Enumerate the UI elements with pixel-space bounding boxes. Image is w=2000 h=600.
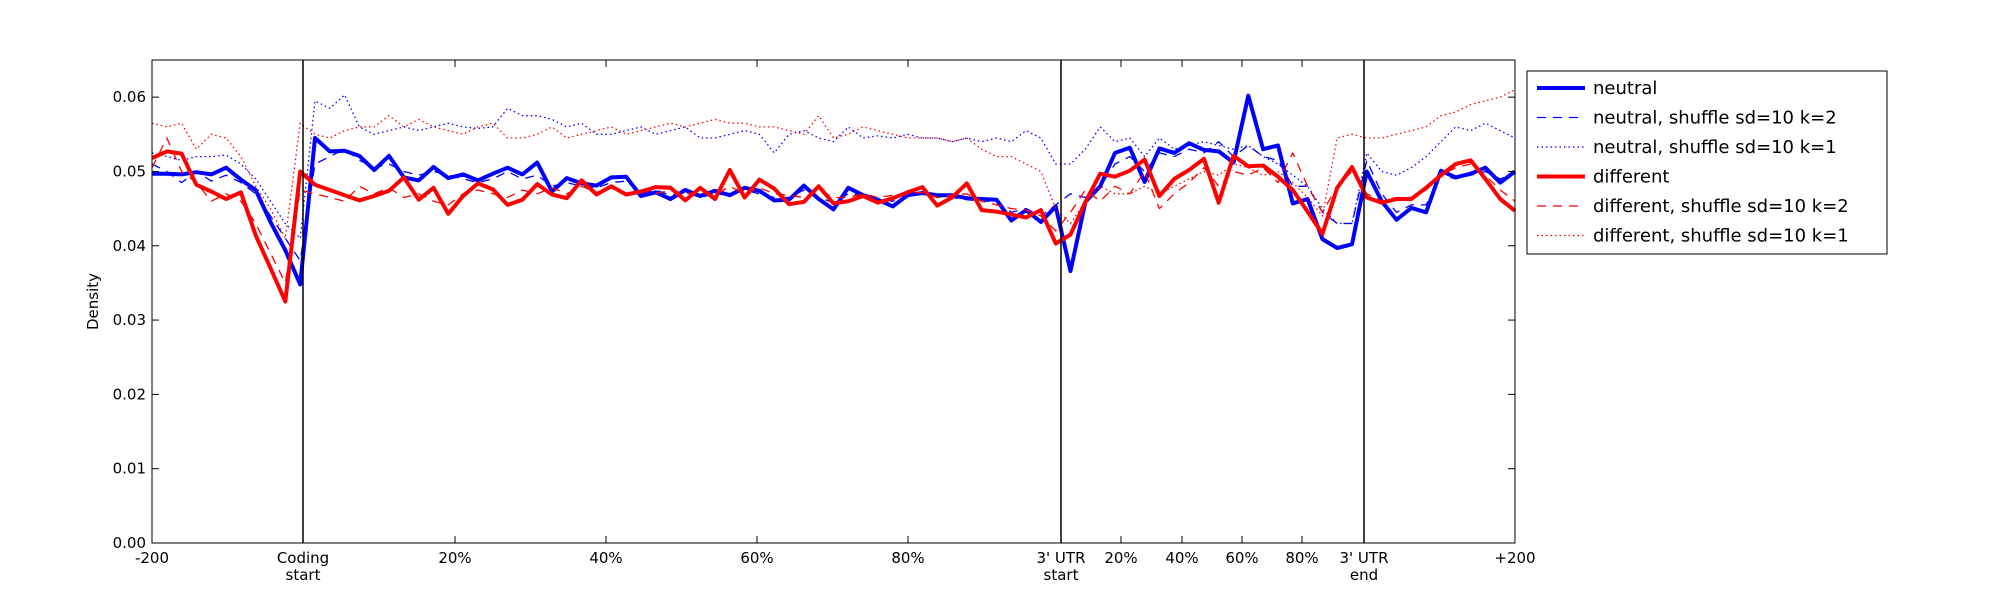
- legend-label: different, shuffle sd=10 k=1: [1593, 226, 1849, 247]
- region-dividers: [302, 60, 1365, 543]
- y-axis: 0.00 0.01 0.02 0.03 0.04 0.05 0.06: [113, 88, 1515, 552]
- x-tick-label: 3' UTR end: [1340, 549, 1389, 584]
- series-line-neutral-shuffle-sd-10-k-1: [151, 94, 1516, 239]
- legend-label: neutral, shuffle sd=10 k=1: [1593, 137, 1837, 158]
- series-line-different-shuffle-sd-10-k-2: [151, 137, 1516, 284]
- legend-label: different, shuffle sd=10 k=2: [1593, 196, 1849, 217]
- x-tick-label: 3' UTR start: [1037, 549, 1086, 584]
- x-tick-label: 60%: [1225, 549, 1258, 567]
- x-tick-label: -200: [135, 549, 169, 567]
- y-tick-label: 0.03: [113, 311, 146, 329]
- series-layer: [151, 89, 1517, 304]
- x-tick-label: Coding start: [277, 549, 329, 584]
- x-axis: -200 Coding start 20% 40% 60% 80% 3' UTR start 20…: [135, 60, 1536, 584]
- x-tick-label: 80%: [891, 549, 924, 567]
- y-tick-label: 0.01: [113, 460, 146, 478]
- x-tick-label: 20%: [438, 549, 471, 567]
- y-tick-label: 0.04: [113, 237, 146, 255]
- series-line-different: [151, 149, 1517, 304]
- y-tick-label: 0.05: [113, 162, 146, 180]
- legend-label: neutral: [1593, 78, 1657, 99]
- y-tick-label: 0.00: [113, 534, 146, 552]
- plot-frame: [151, 59, 1516, 544]
- x-tick-label: 60%: [740, 549, 773, 567]
- legend: neutral neutral, shuffle sd=10 k=2 neutral…: [1526, 70, 1888, 255]
- x-tick-label: 20%: [1104, 549, 1137, 567]
- x-tick-label: 40%: [1165, 549, 1198, 567]
- x-tick-label: 80%: [1285, 549, 1318, 567]
- y-axis-label: Density: [84, 273, 102, 330]
- legend-label: neutral, shuffle sd=10 k=2: [1593, 108, 1837, 129]
- x-tick-label: 40%: [589, 549, 622, 567]
- legend-box: [1526, 70, 1888, 255]
- y-tick-label: 0.02: [113, 385, 146, 403]
- x-tick-label: +200: [1494, 549, 1535, 567]
- legend-label: different: [1593, 167, 1669, 188]
- y-tick-label: 0.06: [113, 88, 146, 106]
